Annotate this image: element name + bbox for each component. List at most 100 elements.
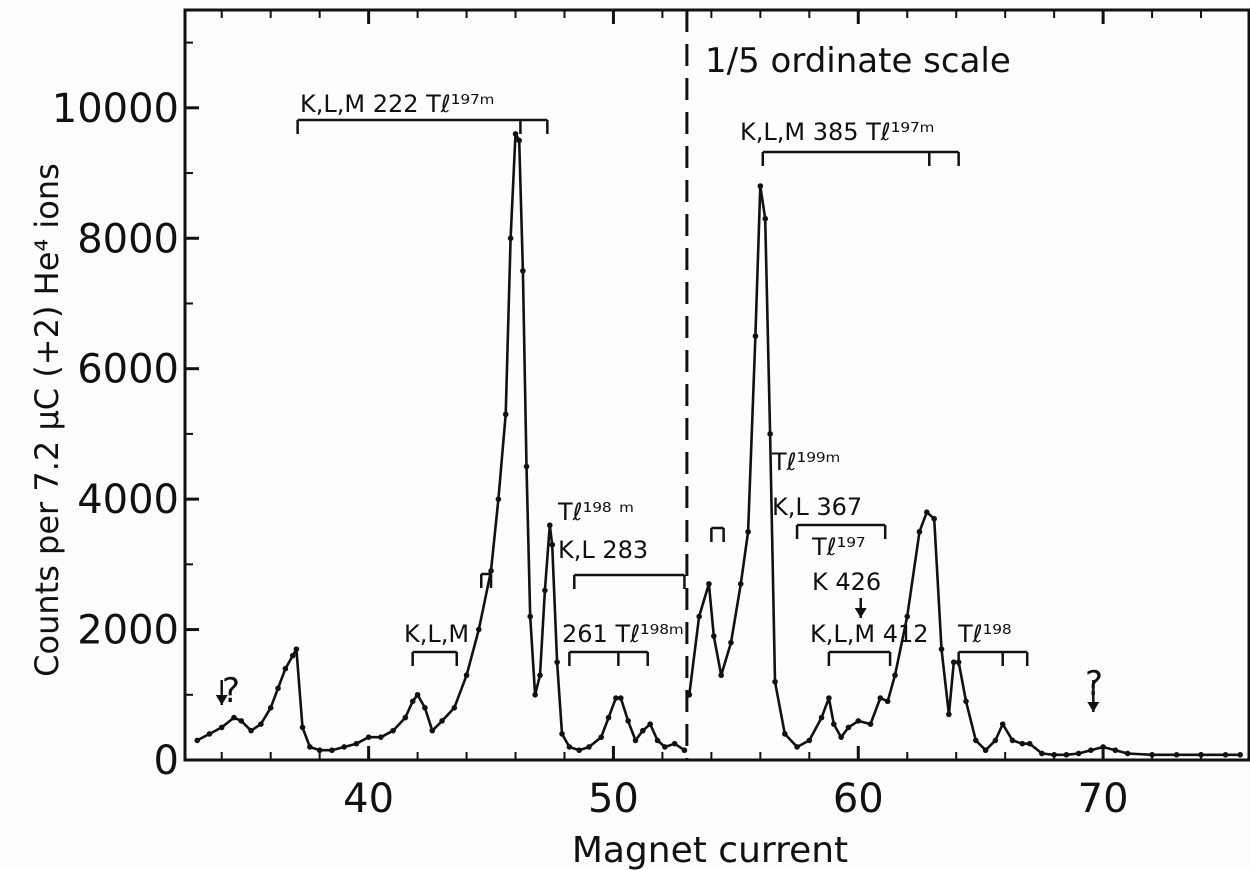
data-point <box>537 672 543 679</box>
data-point <box>1222 751 1229 758</box>
data-point <box>745 528 751 535</box>
data-point <box>806 737 813 744</box>
y-tick-label: 10000 <box>52 86 179 132</box>
arrow-k426-head <box>854 608 867 618</box>
annotation-tl199m: Tℓ¹⁹⁹ᵐ <box>771 448 840 476</box>
data-point <box>924 509 930 515</box>
data-point <box>686 691 693 698</box>
data-point <box>299 724 306 731</box>
data-point <box>982 747 989 754</box>
data-point <box>877 695 884 701</box>
y-axis-label: Counts per 7.2 μC (+2) He⁴ ions <box>28 163 66 677</box>
axes: 0 2000 4000 6000 8000 10000 40 50 60 70 <box>52 8 1250 822</box>
data-point <box>390 727 396 734</box>
annotation-klm412: K,L,M 412 <box>810 620 929 648</box>
data-point <box>402 714 409 721</box>
data-point <box>1237 751 1244 758</box>
annotation-layer: 1/5 ordinate scale K,L,M 222 Tℓ¹⁹⁷ᵐ K,L,… <box>215 41 1103 712</box>
data-point <box>946 711 952 718</box>
data-point <box>559 731 565 737</box>
data-point <box>258 721 264 727</box>
data-point <box>1019 740 1026 747</box>
data-point <box>938 646 945 652</box>
data-point <box>838 734 844 740</box>
data-point <box>605 714 612 721</box>
annotation-tl198m: Tℓ¹⁹⁸ ᵐ <box>557 498 634 526</box>
data-point <box>1198 751 1204 758</box>
data-point <box>546 522 553 529</box>
data-point <box>818 714 825 721</box>
y-tick-label: 4000 <box>77 477 179 523</box>
annotation-tl197: Tℓ¹⁹⁷ <box>811 533 865 561</box>
annotation-question-left: ? <box>222 671 240 711</box>
data-point <box>1149 751 1155 758</box>
data-point <box>904 613 911 620</box>
data-point <box>1100 744 1106 750</box>
data-point <box>617 695 624 701</box>
data-point <box>826 695 832 701</box>
data-point <box>576 747 582 754</box>
data-point <box>439 718 445 724</box>
data-point <box>1088 747 1094 754</box>
data-point <box>767 431 773 437</box>
data-point <box>992 737 999 744</box>
data-point <box>613 695 619 701</box>
data-point <box>507 235 514 242</box>
data-point <box>963 698 969 705</box>
data-point <box>554 659 560 665</box>
x-axis-label: Magnet current <box>572 830 848 870</box>
data-point <box>654 737 661 744</box>
data-point <box>282 665 289 672</box>
series-line-left <box>196 132 686 752</box>
data-point <box>586 744 592 750</box>
annotation-klm: K,L,M <box>404 620 469 648</box>
data-point <box>516 137 522 144</box>
data-point <box>329 747 335 754</box>
data-point <box>867 721 874 727</box>
data-point <box>762 215 769 222</box>
series-layer <box>194 131 1244 758</box>
data-point <box>231 714 237 721</box>
data-point <box>1173 751 1180 758</box>
data-point <box>194 737 201 744</box>
data-point <box>696 613 702 620</box>
data-point <box>772 678 778 685</box>
y-tick-label: 6000 <box>77 347 179 393</box>
data-point <box>647 721 653 727</box>
data-point <box>752 333 759 339</box>
data-point <box>512 131 519 137</box>
data-point <box>566 744 573 750</box>
data-point <box>275 685 281 692</box>
data-point <box>855 718 862 724</box>
annotation-bracket2-label: K,L,M 385 Tℓ¹⁹⁷ᵐ <box>740 118 935 146</box>
arrow-question-left-head <box>215 695 228 705</box>
data-point <box>845 724 852 731</box>
x-tick-label: 50 <box>588 776 639 822</box>
scale-note: 1/5 ordinate scale <box>705 41 1011 81</box>
data-point <box>316 747 323 754</box>
data-point <box>1063 751 1070 758</box>
data-point <box>307 744 313 750</box>
data-point <box>409 698 416 705</box>
data-point <box>206 731 213 737</box>
data-point <box>1051 751 1057 758</box>
data-point <box>794 744 800 750</box>
data-point <box>527 613 534 620</box>
arrow-question-right-head <box>1087 702 1100 712</box>
y-tick-label: 8000 <box>77 216 179 262</box>
data-point <box>950 659 957 665</box>
data-point <box>542 587 548 594</box>
data-point <box>884 698 891 705</box>
data-point <box>218 724 225 731</box>
data-point <box>662 744 668 750</box>
data-point <box>892 672 898 679</box>
data-point <box>1009 737 1016 744</box>
data-point <box>598 734 605 740</box>
data-point <box>711 633 717 639</box>
data-point <box>681 747 688 754</box>
data-point <box>475 626 482 633</box>
data-point <box>353 740 360 747</box>
data-point <box>532 691 538 698</box>
y-tick-label: 0 <box>154 738 179 784</box>
